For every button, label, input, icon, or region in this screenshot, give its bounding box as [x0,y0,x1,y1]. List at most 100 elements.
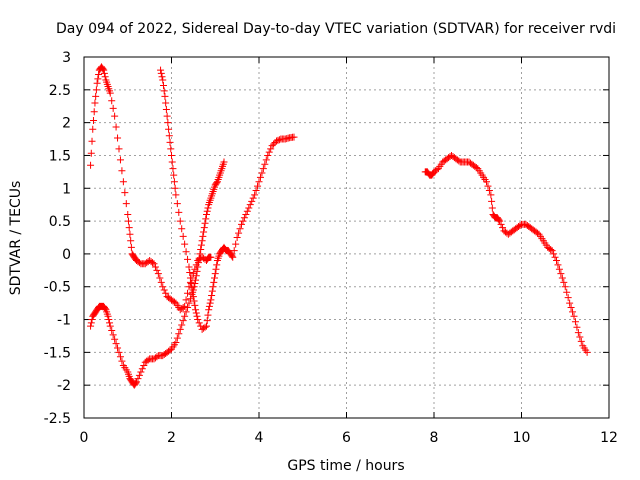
data-point [89,125,97,133]
data-point [100,66,108,74]
y-axis-title: SDTVAR / TECUs [8,181,24,296]
data-point [583,348,591,356]
data-point [162,106,170,114]
data-point [135,371,143,379]
data-point [157,278,165,286]
data-point [87,149,95,157]
data-point [487,191,495,199]
data-point [213,179,221,187]
data-point [211,274,219,282]
data-point [172,339,180,347]
data-point [87,322,95,330]
data-point [209,283,217,291]
grid-lines [84,57,609,418]
data-point [118,167,126,175]
data-point [212,265,220,273]
data-point [205,306,213,314]
data-point [94,75,102,83]
data-point [191,301,199,309]
data-point [160,286,168,294]
data-point [156,274,164,282]
data-point [550,250,558,258]
data-point [195,254,203,262]
data-point [248,197,256,205]
data-point [208,287,216,295]
data-point [560,278,568,286]
data-point [488,204,496,212]
data-point [184,289,192,297]
x-tick-label: 6 [342,430,351,446]
data-point [193,312,201,320]
data-point [499,224,507,232]
data-point [99,65,107,73]
data-point [551,253,559,261]
data-point [115,348,123,356]
data-point [561,283,569,291]
plot-frame [83,56,610,419]
series-arc-3 [87,158,228,389]
data-point [193,267,201,275]
x-tick-label: 2 [167,430,176,446]
data-point [203,322,210,330]
data-point [167,145,175,153]
y-tick-label: -2.5 [44,411,71,427]
data-point [265,148,273,156]
data-point [290,133,298,141]
data-point [240,214,248,222]
data-point [108,97,116,105]
data-point [576,333,584,341]
data-point [149,259,157,267]
data-point [153,266,161,274]
data-point [195,319,203,327]
data-point [138,365,146,373]
data-point [233,234,241,241]
data-point [124,211,132,219]
data-point [126,230,134,238]
data-point [170,178,178,186]
data-point [185,299,193,307]
data-point [190,297,198,305]
data-point [207,253,215,261]
data-point [91,99,99,107]
data-point [186,274,194,282]
data-point [495,216,503,224]
data-point [111,335,119,343]
data-point [203,211,210,219]
data-point [121,189,129,197]
data-point [267,145,275,153]
data-point [202,215,210,223]
data-point [151,263,159,271]
data-point [198,237,206,245]
data-point [192,306,200,314]
series-arc-2 [157,66,298,333]
y-tick-label: -1.5 [44,345,71,361]
data-point [114,134,122,142]
data-point [232,240,240,248]
data-point [165,132,173,140]
data-point [182,308,190,316]
data-point [182,296,190,304]
data-point [268,142,276,150]
data-point [124,217,132,225]
data-point [158,73,166,81]
data-point [204,311,212,319]
data-point [186,295,194,303]
data-point [571,318,579,326]
data-point [176,325,184,333]
data-point [115,145,123,153]
data-point [168,151,175,159]
y-tick-label: 2.5 [49,83,71,99]
data-point [455,157,463,165]
data-point [184,255,192,263]
data-point [203,317,211,325]
y-tick-label: 0.5 [49,214,71,230]
data-point [159,283,167,291]
data-point [116,156,124,164]
data-point [119,178,127,186]
data-point [162,289,170,297]
data-point [203,207,211,215]
data-point [273,137,280,145]
data-point [170,298,178,306]
data-point [238,220,245,228]
data-point [197,246,205,254]
